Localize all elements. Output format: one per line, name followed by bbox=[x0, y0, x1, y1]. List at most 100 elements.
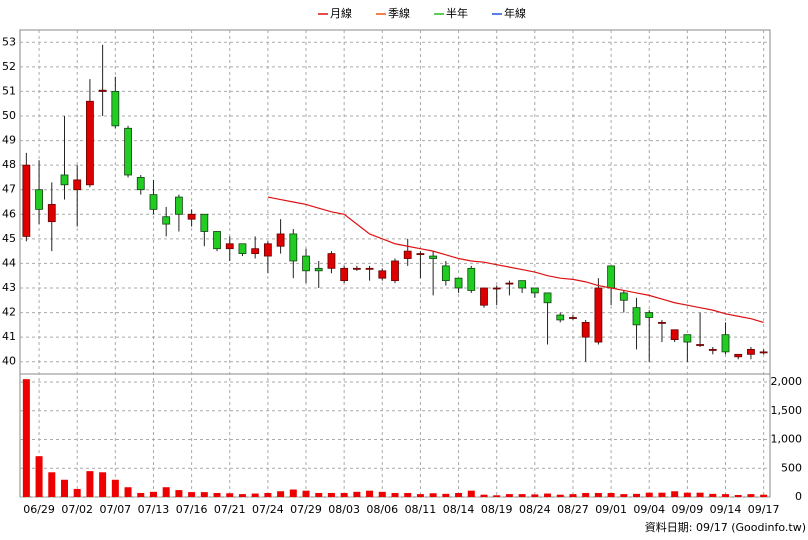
y-tick-label: 0 bbox=[795, 490, 802, 503]
volume-bar bbox=[264, 492, 272, 497]
volume-bar bbox=[544, 493, 552, 497]
candle-body bbox=[607, 265, 616, 289]
candle-body bbox=[340, 267, 349, 282]
candle-body bbox=[60, 174, 69, 186]
y-tick-label: 500 bbox=[781, 461, 802, 474]
volume-bar bbox=[277, 491, 285, 497]
y-tick-label: 50 bbox=[2, 109, 16, 122]
volume-bar bbox=[429, 493, 437, 497]
y-tick-label: 1,000 bbox=[771, 433, 803, 446]
y-tick-label: 47 bbox=[2, 183, 16, 196]
volume-bar bbox=[86, 471, 94, 497]
volume-bar bbox=[594, 492, 602, 497]
y-tick-label: 48 bbox=[2, 158, 16, 171]
x-tick-label: 09/04 bbox=[633, 503, 665, 516]
candle-body bbox=[581, 321, 590, 338]
candle-body bbox=[276, 233, 285, 247]
candle-body bbox=[708, 349, 717, 351]
volume-bar bbox=[226, 493, 234, 497]
volume-bar bbox=[353, 491, 361, 497]
candle-body bbox=[98, 89, 107, 92]
y-tick-label: 52 bbox=[2, 60, 16, 73]
candle-body bbox=[734, 353, 743, 358]
x-tick-label: 07/02 bbox=[61, 503, 93, 516]
candle-body bbox=[302, 255, 310, 272]
candle-body bbox=[670, 329, 679, 340]
candle-body bbox=[569, 317, 577, 319]
y-tick-label: 46 bbox=[2, 207, 16, 220]
volume-bar bbox=[569, 494, 577, 497]
volume-panel bbox=[19, 373, 771, 498]
volume-bar bbox=[99, 472, 107, 497]
candle-body bbox=[556, 314, 565, 321]
y-tick-label: 49 bbox=[2, 134, 16, 147]
price-panel bbox=[19, 29, 771, 375]
x-tick-label: 07/13 bbox=[138, 503, 170, 516]
candle-body bbox=[35, 189, 43, 210]
volume-bar bbox=[60, 479, 68, 497]
volume-bar bbox=[378, 491, 386, 497]
candle-body bbox=[429, 255, 438, 259]
candle-body bbox=[518, 280, 527, 289]
candle-body bbox=[480, 287, 488, 306]
x-tick-label: 08/14 bbox=[443, 503, 475, 516]
candle-body bbox=[149, 194, 158, 210]
candle-body bbox=[365, 267, 374, 270]
x-tick-label: 09/01 bbox=[595, 503, 627, 516]
candle-body bbox=[467, 267, 476, 291]
candle-body bbox=[403, 250, 412, 259]
x-tick-label: 08/11 bbox=[405, 503, 437, 516]
ma-line bbox=[267, 196, 764, 323]
x-tick-label: 08/24 bbox=[519, 503, 551, 516]
candle-body bbox=[225, 243, 234, 250]
volume-bar bbox=[315, 492, 323, 497]
volume-bar bbox=[302, 490, 310, 497]
candle-body bbox=[162, 216, 171, 225]
volume-bar bbox=[620, 494, 628, 497]
candle-body bbox=[238, 243, 247, 254]
volume-bar bbox=[518, 494, 526, 497]
volume-bar bbox=[531, 494, 539, 497]
candle-body bbox=[530, 287, 539, 294]
candle-body bbox=[213, 231, 221, 250]
candle-body bbox=[632, 307, 641, 326]
volume-bar bbox=[366, 490, 374, 497]
candle-body bbox=[124, 127, 132, 176]
candle-body bbox=[645, 312, 654, 318]
candle-body bbox=[111, 91, 120, 127]
y-tick-label: 2,000 bbox=[771, 375, 803, 388]
footnote: 資料日期: 09/17 (Goodinfo.tw) bbox=[645, 520, 806, 534]
volume-bar bbox=[73, 488, 81, 497]
y-tick-label: 45 bbox=[2, 232, 16, 245]
volume-bar bbox=[633, 493, 641, 497]
x-tick-label: 07/07 bbox=[99, 503, 131, 516]
candle-body bbox=[492, 287, 501, 290]
candle-body bbox=[352, 267, 361, 270]
volume-bar bbox=[722, 494, 730, 497]
volume-bar bbox=[48, 472, 56, 497]
candle-body bbox=[187, 213, 196, 220]
volume-bar bbox=[213, 492, 221, 497]
candle-body bbox=[594, 287, 603, 343]
candle-body bbox=[174, 196, 183, 215]
candle-body bbox=[327, 253, 336, 269]
candle-body bbox=[759, 351, 768, 354]
volume-bar bbox=[416, 494, 424, 497]
y-tick-label: 43 bbox=[2, 281, 16, 294]
y-tick-label: 40 bbox=[2, 355, 16, 368]
candle-body bbox=[416, 253, 425, 256]
volume-bar bbox=[289, 489, 297, 497]
volume-bar bbox=[188, 492, 196, 497]
x-tick-label: 08/27 bbox=[557, 503, 589, 516]
candle-body bbox=[747, 349, 755, 355]
volume-bar bbox=[582, 492, 590, 497]
volume-bar bbox=[35, 456, 43, 497]
volume-bar bbox=[683, 492, 691, 497]
volume-bar bbox=[137, 492, 145, 497]
volume-bar bbox=[455, 492, 463, 497]
volume-bar bbox=[760, 494, 768, 497]
y-tick-label: 51 bbox=[2, 84, 16, 97]
volume-bar bbox=[124, 487, 132, 497]
candle-body bbox=[721, 334, 730, 353]
